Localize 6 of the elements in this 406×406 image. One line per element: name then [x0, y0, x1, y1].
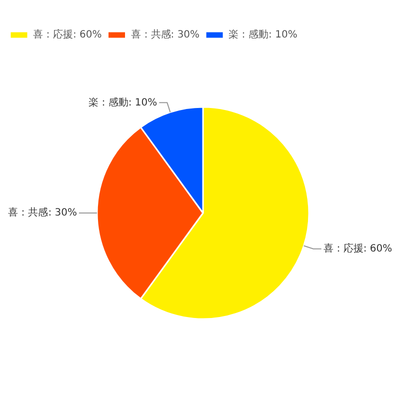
slice-label: 楽：感動: 10% [88, 96, 158, 108]
legend-label: 喜：共感: 30% [130, 28, 200, 41]
legend-label: 喜：応援: 60% [33, 28, 102, 41]
legend-label: 楽：感動: 10% [228, 28, 298, 41]
slice-label: 喜：共感: 30% [8, 206, 77, 219]
slice-label: 喜：応援: 60% [323, 242, 392, 254]
